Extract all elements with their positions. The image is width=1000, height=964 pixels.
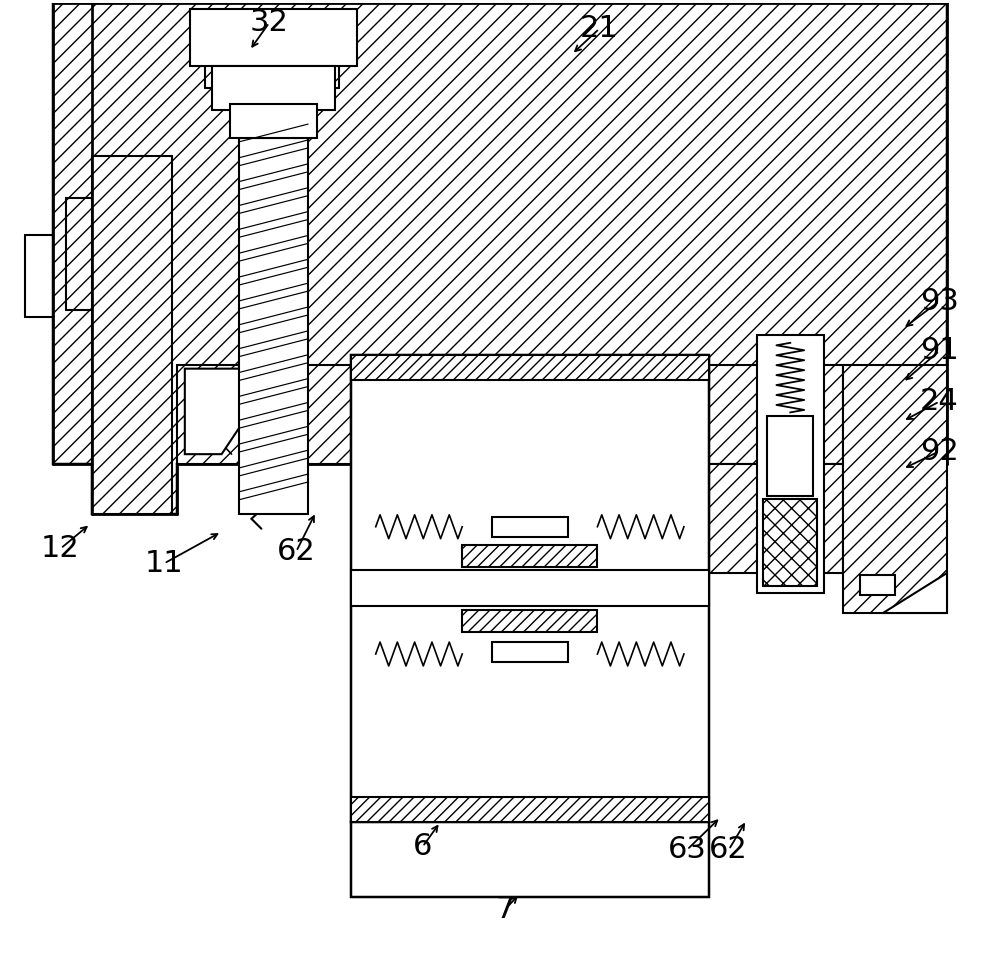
Polygon shape (177, 364, 351, 464)
Bar (492, 517, 568, 537)
Text: 7: 7 (495, 895, 515, 924)
Polygon shape (883, 574, 947, 613)
Polygon shape (709, 464, 843, 574)
Text: 92: 92 (920, 437, 959, 466)
Bar (757, 335, 824, 594)
Text: 6: 6 (413, 832, 432, 862)
Bar (239, 138, 308, 514)
Polygon shape (843, 364, 947, 613)
Bar (212, 67, 335, 110)
Bar (351, 571, 709, 606)
Bar (92, 156, 172, 514)
Bar (462, 545, 597, 567)
Polygon shape (709, 364, 843, 464)
Text: 24: 24 (920, 387, 959, 416)
Bar (351, 355, 709, 822)
Text: 11: 11 (145, 549, 183, 578)
Bar (351, 797, 709, 822)
Text: 93: 93 (920, 286, 959, 315)
Polygon shape (185, 368, 241, 454)
Bar (860, 576, 895, 596)
Text: 32: 32 (250, 8, 289, 38)
Bar (230, 104, 317, 138)
Bar (190, 9, 357, 67)
Bar (462, 610, 597, 632)
Bar (351, 822, 709, 897)
Text: 91: 91 (920, 336, 959, 365)
Bar (351, 355, 709, 380)
Bar (492, 642, 568, 662)
Polygon shape (53, 3, 947, 514)
Text: 21: 21 (580, 14, 619, 43)
Text: 62: 62 (277, 537, 316, 566)
Text: 12: 12 (41, 534, 80, 563)
Bar (763, 499, 817, 586)
Text: 63: 63 (667, 836, 706, 865)
Text: 62: 62 (709, 836, 748, 865)
Bar (767, 416, 813, 495)
